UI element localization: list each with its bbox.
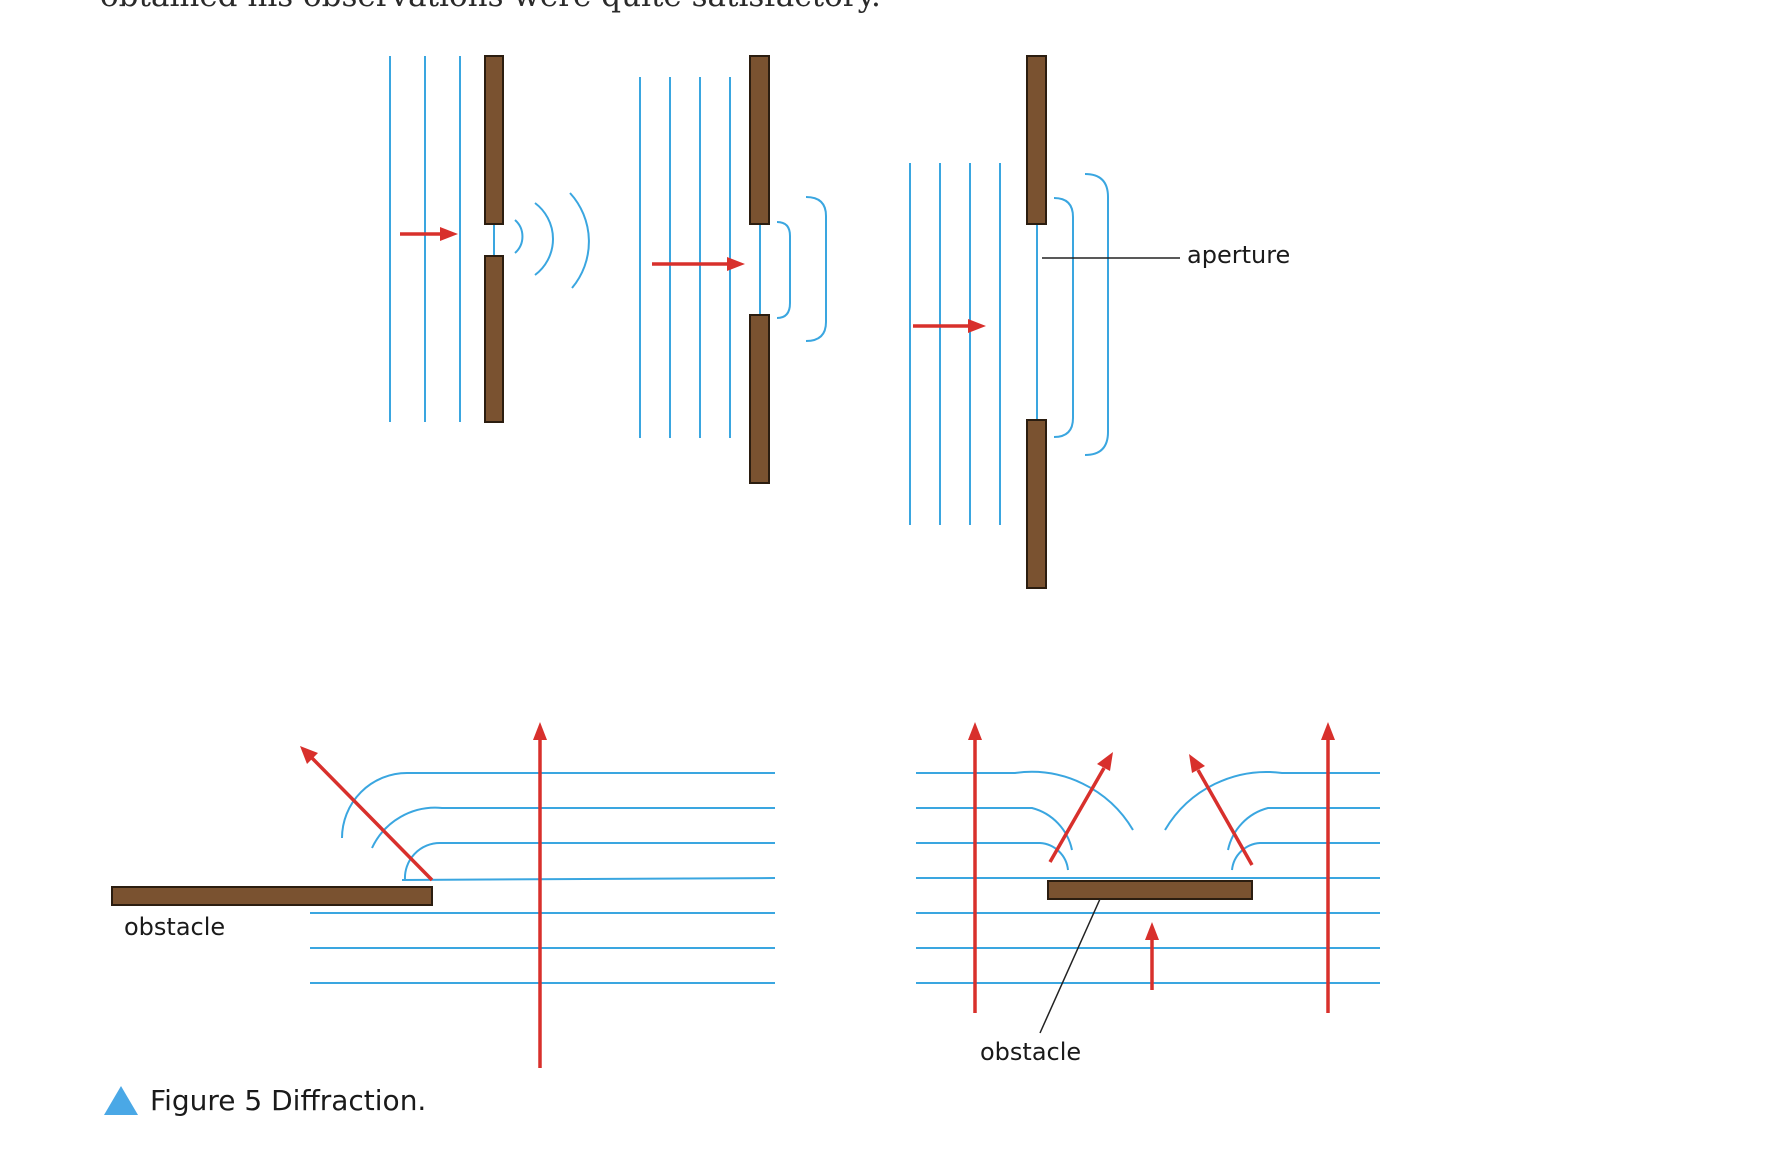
obstacle-label-left: obstacle bbox=[124, 913, 225, 941]
top-text-cut: obtained his observations were quite sat… bbox=[100, 0, 881, 14]
left-edge-arrow bbox=[968, 722, 982, 1013]
barrier-upper bbox=[484, 55, 504, 225]
figure-caption: Figure 5 Diffraction. bbox=[104, 1084, 426, 1117]
medium-aperture-diagram bbox=[639, 55, 827, 484]
barrier-lower bbox=[484, 255, 504, 423]
incident-wavefronts bbox=[639, 77, 731, 438]
plane-wavefronts bbox=[310, 772, 776, 984]
diffracted-wavefronts bbox=[1053, 173, 1109, 456]
diffracted-wavefronts bbox=[776, 196, 827, 342]
plane-wavefronts bbox=[916, 770, 1380, 984]
triangle-icon bbox=[104, 1086, 138, 1115]
aperture-label: aperture bbox=[1187, 241, 1290, 269]
center-small-arrow bbox=[1145, 922, 1159, 990]
incident-wavefronts bbox=[909, 163, 1001, 525]
barrier-lower bbox=[1026, 419, 1047, 589]
right-edge-arrow bbox=[1321, 722, 1335, 1013]
barrier-lower bbox=[749, 314, 770, 484]
straight-direction-arrow bbox=[533, 722, 547, 1068]
edge-obstacle-diagram: obstacle bbox=[111, 722, 776, 1068]
obstacle-barrier bbox=[111, 886, 433, 906]
barrier-upper bbox=[1026, 55, 1047, 225]
caption-text: Figure 5 Diffraction. bbox=[150, 1084, 427, 1117]
obstacle-barrier bbox=[1047, 880, 1253, 900]
barrier-upper bbox=[749, 55, 770, 225]
incident-wavefronts bbox=[389, 56, 461, 422]
diffracted-wavefronts bbox=[514, 192, 590, 289]
narrow-aperture-diagram bbox=[389, 55, 590, 423]
direction-arrow bbox=[400, 227, 458, 241]
obstacle-label-right: obstacle bbox=[980, 1038, 1081, 1066]
wide-aperture-diagram: aperture bbox=[909, 55, 1290, 589]
direction-arrow bbox=[652, 257, 745, 271]
center-obstacle-diagram: obstacle bbox=[916, 722, 1380, 1066]
obstacle-leader-line bbox=[1039, 898, 1101, 1034]
right-diffracted-arrow bbox=[1189, 754, 1254, 866]
left-diffracted-arrow bbox=[1048, 752, 1113, 863]
direction-arrow bbox=[913, 319, 986, 333]
diffracted-direction-arrow bbox=[300, 746, 434, 882]
